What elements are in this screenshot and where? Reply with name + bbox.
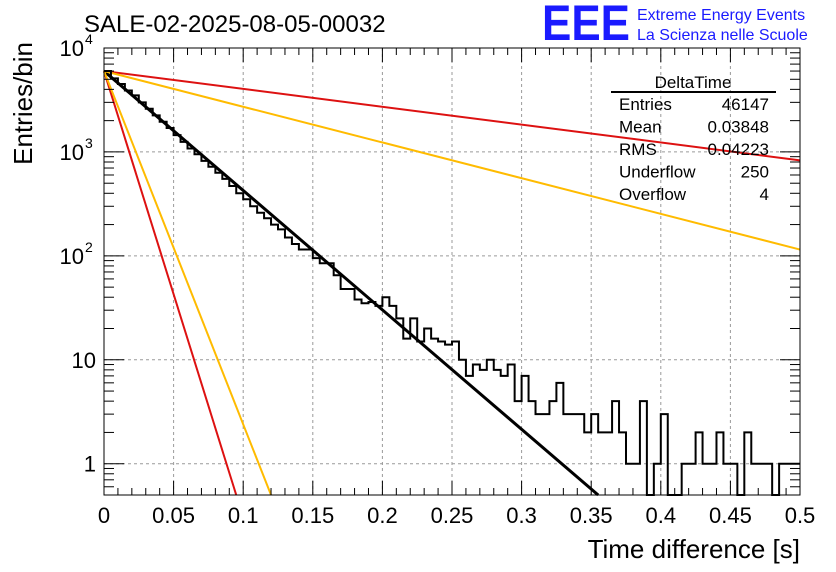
x-tick-label: 0.3 (506, 503, 537, 528)
eee-logo-text: EEE (542, 0, 630, 51)
histogram-line (104, 70, 800, 496)
x-tick-label: 0.2 (367, 503, 398, 528)
x-tick-labels: 0 0.05 0.1 0.15 0.2 0.25 0.3 0.35 0.4 0.45 0.5 (98, 503, 815, 528)
x-tick-label: 0 (98, 503, 110, 528)
plot-area: 0 0.05 0.1 0.15 0.2 0.25 0.3 0.35 0.4 0.45 0.5 1 10… (60, 31, 816, 528)
x-tick-label: 0.35 (570, 503, 613, 528)
y-tick-label: 10 (60, 36, 84, 61)
stats-rows: Entries 46147 Mean 0.03848 RMS 0.04223 Underfl… (619, 95, 769, 204)
y-tick-label: 10 (60, 140, 84, 165)
stats-label: Entries (619, 95, 672, 114)
x-tick-label: 0.15 (291, 503, 334, 528)
fit-curve-4 (103, 70, 238, 496)
stats-value: 0.04223 (708, 140, 769, 159)
y-tick-label: 1 (84, 452, 96, 477)
stats-label: Overflow (619, 185, 687, 204)
stats-title: DeltaTime (655, 73, 732, 92)
x-tick-label: 0.45 (709, 503, 752, 528)
x-tick-label: 0.1 (228, 503, 259, 528)
fit-curve-5 (103, 70, 272, 496)
x-tick-label: 0.25 (431, 503, 474, 528)
y-tick-exponent: 3 (85, 135, 93, 151)
fit-curve-3 (103, 70, 801, 251)
stats-box: DeltaTime Entries 46147 Mean 0.03848 RMS 0.04… (611, 73, 776, 204)
stats-value: 4 (760, 185, 769, 204)
y-tick-label: 10 (60, 244, 84, 269)
y-axis-label: Entries/bin (8, 42, 38, 165)
stats-value: 46147 (722, 95, 769, 114)
y-tick-label: 10 (72, 348, 96, 373)
x-tick-label: 0.5 (785, 503, 816, 528)
stats-value: 0.03848 (708, 118, 769, 137)
y-tick-exponent: 2 (85, 239, 93, 255)
x-axis-label: Time difference [s] (588, 534, 800, 564)
stats-label: Mean (619, 118, 662, 137)
brand-line-2: La Scienza nelle Scuole (637, 27, 808, 44)
fit-curve-2 (103, 70, 801, 162)
run-title: SALE-02-2025-08-05-00032 (84, 11, 386, 38)
x-tick-label: 0.05 (152, 503, 195, 528)
brand-line-1: Extreme Energy Events (637, 7, 805, 24)
x-tick-label: 0.4 (646, 503, 677, 528)
grid-lines (104, 48, 800, 495)
y-tick-exponent: 4 (85, 31, 93, 47)
data-series (103, 69, 801, 497)
stats-label: RMS (619, 140, 657, 159)
axis-ticks (103, 47, 801, 495)
stats-label: Underflow (619, 163, 696, 182)
stats-value: 250 (741, 163, 769, 182)
